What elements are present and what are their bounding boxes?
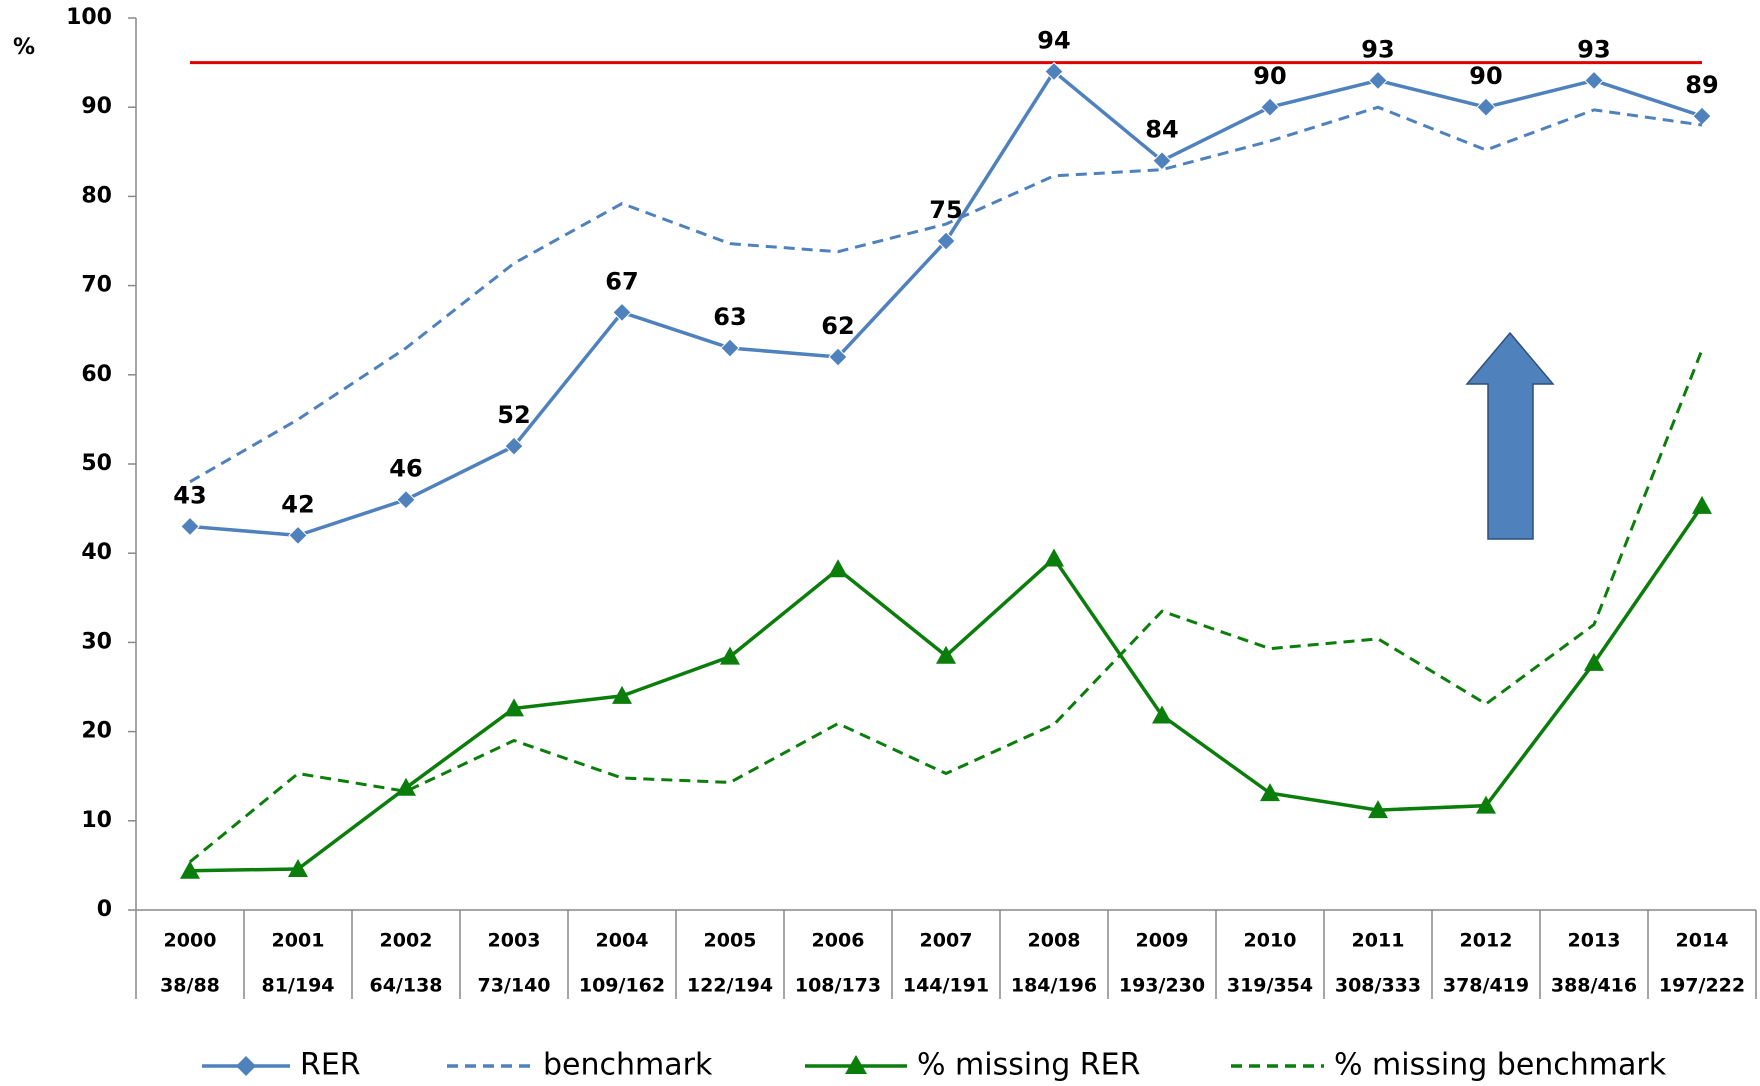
y-tick-label: 10 — [81, 808, 112, 833]
data-label: 67 — [605, 267, 638, 295]
legend-label: % missing RER — [917, 1048, 1140, 1083]
sample-size-label: 122/194 — [687, 975, 773, 997]
legend-label: benchmark — [543, 1048, 713, 1083]
diamond-marker — [504, 436, 524, 456]
x-tick-label: 2002 — [380, 930, 433, 952]
triangle-marker — [720, 646, 740, 665]
data-label: 89 — [1685, 71, 1718, 99]
sample-size-label: 197/222 — [1659, 975, 1745, 997]
x-tick-label: 2010 — [1244, 930, 1297, 952]
triangle-marker — [1692, 495, 1712, 514]
sample-size-label: 184/196 — [1011, 975, 1097, 997]
diamond-marker — [1368, 70, 1388, 91]
diamond-marker — [288, 525, 308, 546]
x-tick-label: 2004 — [596, 930, 649, 952]
data-label: 93 — [1577, 35, 1610, 63]
sample-size-label: 81/194 — [261, 975, 334, 997]
sample-size-label: 109/162 — [579, 975, 665, 997]
diamond-marker — [1692, 106, 1712, 126]
y-axis-label: % — [13, 35, 35, 60]
x-tick-label: 2000 — [164, 930, 217, 952]
series-line — [189, 105, 1703, 484]
x-tick-label: 2013 — [1568, 930, 1621, 952]
triangle-marker — [1044, 548, 1064, 567]
sample-size-label: 388/416 — [1551, 975, 1637, 997]
triangle-marker — [1152, 705, 1172, 724]
x-tick-label: 2003 — [488, 930, 541, 952]
diamond-marker — [1476, 97, 1496, 117]
y-tick-label: 20 — [81, 719, 112, 744]
y-tick-label: 70 — [81, 273, 112, 298]
x-tick-label: 2007 — [920, 930, 973, 952]
legend-marker — [236, 1056, 256, 1076]
x-tick-label: 2005 — [704, 930, 757, 952]
data-label: 62 — [821, 312, 854, 340]
data-label: 43 — [173, 481, 206, 509]
triangle-marker — [504, 698, 524, 717]
sample-size-label: 108/173 — [795, 975, 881, 997]
x-tick-label: 2014 — [1676, 930, 1729, 952]
y-tick-label: 100 — [66, 5, 112, 30]
data-label: 46 — [389, 455, 422, 483]
y-tick-label: 90 — [81, 94, 112, 119]
y-tick-label: 30 — [81, 629, 112, 654]
diamond-marker — [1584, 70, 1604, 91]
x-tick-label: 2012 — [1460, 930, 1513, 952]
data-label: 63 — [713, 303, 746, 331]
legend-label: RER — [300, 1048, 361, 1083]
x-tick-label: 2011 — [1352, 930, 1405, 952]
triangle-marker — [288, 858, 308, 877]
sample-size-label: 73/140 — [477, 975, 550, 997]
data-label: 93 — [1361, 35, 1394, 63]
x-tick-label: 2009 — [1136, 930, 1189, 952]
diamond-marker — [828, 347, 848, 367]
data-label: 75 — [929, 196, 962, 224]
legend-label: % missing benchmark — [1334, 1048, 1667, 1083]
diamond-marker — [1260, 97, 1280, 117]
data-label: 90 — [1469, 62, 1502, 90]
diamond-marker — [1152, 151, 1172, 171]
diamond-marker — [180, 516, 200, 537]
series-line — [189, 504, 1704, 873]
series-line — [189, 349, 1704, 863]
data-label: 90 — [1253, 62, 1286, 90]
data-label: 52 — [497, 401, 530, 429]
sample-size-label: 308/333 — [1335, 975, 1421, 997]
triangle-marker — [828, 559, 848, 578]
sample-size-label: 378/419 — [1443, 975, 1529, 997]
data-label: 94 — [1037, 27, 1070, 55]
triangle-marker — [180, 860, 200, 879]
data-label: 84 — [1145, 116, 1178, 144]
triangle-marker — [1476, 795, 1496, 814]
x-tick-label: 2001 — [272, 930, 325, 952]
x-tick-label: 2008 — [1028, 930, 1081, 952]
triangle-marker — [936, 645, 956, 664]
triangle-marker — [1584, 652, 1604, 671]
sample-size-label: 144/191 — [903, 975, 989, 997]
y-tick-label: 40 — [81, 540, 112, 565]
legend-marker — [845, 1055, 867, 1074]
triangle-marker — [612, 685, 632, 704]
sample-size-label: 38/88 — [160, 975, 220, 997]
x-tick-label: 2006 — [812, 930, 865, 952]
diamond-marker — [1044, 61, 1064, 82]
diamond-marker — [936, 231, 956, 251]
diamond-marker — [720, 338, 740, 358]
sample-size-label: 64/138 — [369, 975, 442, 997]
sample-size-label: 319/354 — [1227, 975, 1313, 997]
sample-size-label: 193/230 — [1119, 975, 1205, 997]
y-tick-label: 0 — [97, 897, 112, 922]
diamond-marker — [612, 302, 632, 323]
up-arrow — [1465, 331, 1555, 540]
y-tick-label: 60 — [81, 362, 112, 387]
data-label: 42 — [281, 490, 314, 518]
y-tick-label: 50 — [81, 451, 112, 476]
y-tick-label: 80 — [81, 183, 112, 208]
triangle-marker — [1368, 800, 1388, 819]
triangle-marker — [1260, 783, 1280, 802]
diamond-marker — [396, 489, 416, 510]
